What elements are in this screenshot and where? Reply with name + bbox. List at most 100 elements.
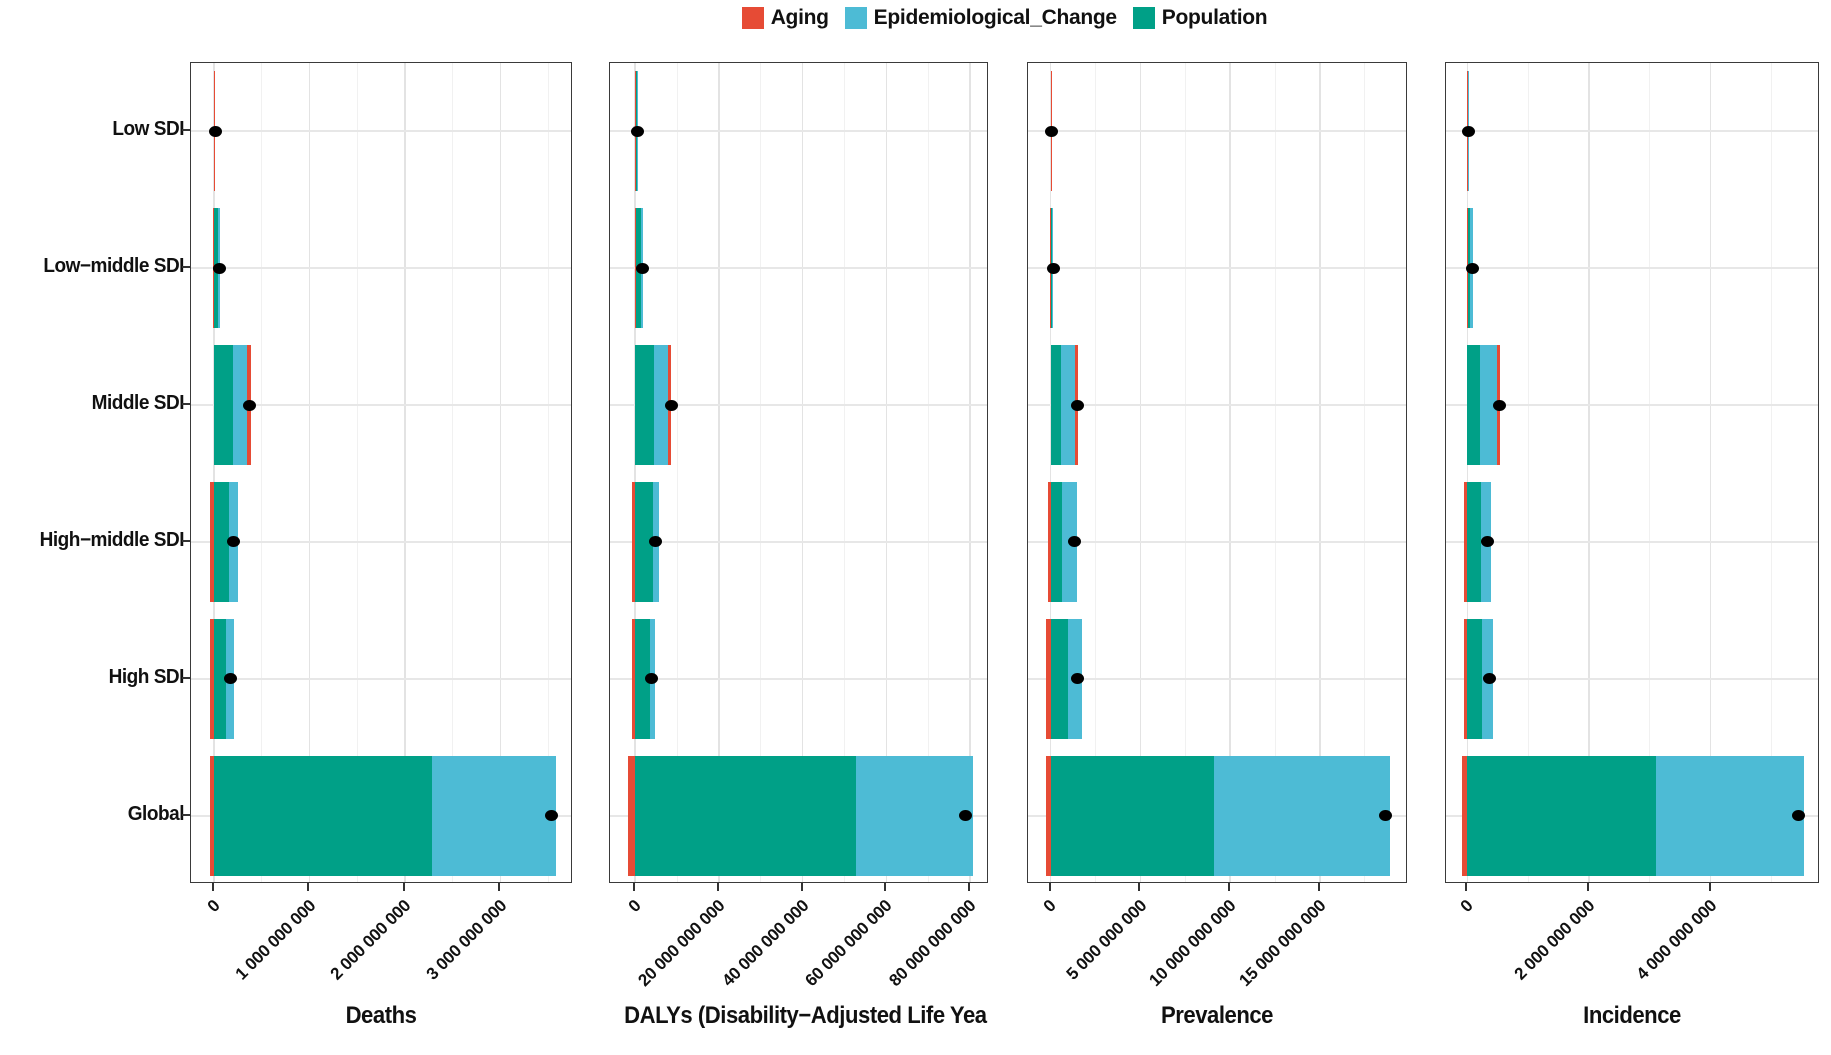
bar-segment-epidemiological_change [431, 755, 556, 876]
legend-label: Aging [770, 6, 829, 29]
y-axis-tick [182, 813, 190, 816]
x-axis-tick [1048, 883, 1051, 891]
net-total-dot [635, 262, 649, 274]
bar-segment-aging [1463, 618, 1468, 739]
row-gridline [1446, 267, 1818, 270]
x-axis-tick-label: 15 000 000 000 [1235, 896, 1330, 991]
legend-item: Population [1132, 6, 1268, 30]
net-total-dot [1493, 399, 1506, 411]
bar-segment-population [635, 755, 857, 876]
net-total-dot [959, 810, 973, 822]
y-axis-tick [182, 266, 190, 269]
x-axis-tick-label: 5 000 000 000 [1062, 896, 1150, 984]
bar-segment-aging [210, 481, 214, 602]
minor-gridline [927, 63, 929, 882]
major-gridline [718, 63, 720, 882]
panel-axis-title: DALYs (Disability−Adjusted Life Yea [624, 1002, 987, 1029]
y-axis-tick [182, 129, 190, 132]
panel-plot-area [1446, 63, 1818, 882]
facet-panel-incidence [1445, 62, 1819, 883]
minor-gridline [547, 63, 549, 882]
major-gridline [1229, 63, 1231, 882]
minor-gridline [844, 63, 846, 882]
bar-segment-population [1050, 481, 1063, 602]
bar-segment-population [1050, 345, 1061, 466]
x-axis-tick [402, 883, 405, 891]
panel-axis-title: Deaths [345, 1002, 417, 1029]
row-gridline [1028, 130, 1406, 133]
bar-segment-population [1467, 481, 1481, 602]
row-gridline [191, 130, 571, 133]
minor-gridline [1649, 63, 1651, 882]
bar-segment-aging [634, 208, 636, 329]
row-gridline [1028, 404, 1406, 407]
bar-segment-population [213, 481, 230, 602]
row-gridline [191, 677, 571, 680]
x-axis-tick [800, 883, 803, 891]
net-total-dot [1068, 536, 1082, 548]
legend-swatch-icon [741, 7, 764, 29]
x-axis-tick-label: 2 000 000 000 [326, 896, 415, 984]
panel-plot-area [610, 63, 987, 882]
row-gridline [610, 130, 987, 133]
net-total-dot [223, 673, 237, 685]
net-total-dot [1465, 262, 1479, 274]
minor-gridline [1184, 63, 1186, 882]
row-gridline [610, 677, 987, 680]
x-axis-tick-label: 40 000 000 000 [718, 896, 813, 991]
bar-segment-population [1467, 345, 1481, 466]
bar-segment-epidemiological_change [1655, 755, 1804, 876]
major-gridline [801, 63, 804, 882]
legend: Aging Epidemiological_Change Population [190, 3, 1819, 33]
y-axis-category-label: Global [127, 802, 185, 825]
minor-gridline [1770, 63, 1772, 882]
y-axis-tick [182, 676, 190, 679]
panel-axis-title: Incidence [1583, 1002, 1681, 1029]
bar-segment-aging [1462, 755, 1468, 876]
major-gridline [404, 63, 406, 882]
facet-panel-prevalence [1027, 62, 1407, 883]
minor-gridline [261, 63, 263, 882]
x-axis-tick [716, 883, 719, 891]
bar-segment-epidemiological_change [1480, 345, 1498, 466]
bar-segment-population [1050, 755, 1215, 876]
row-gridline [610, 267, 987, 270]
bar-segment-population [635, 618, 650, 739]
row-gridline [1028, 540, 1406, 543]
net-total-dot [1379, 810, 1393, 822]
major-gridline [1709, 63, 1712, 882]
x-axis-tick [633, 883, 636, 891]
net-total-dot [227, 536, 241, 548]
net-total-dot [1071, 399, 1085, 411]
x-axis-tick [1138, 883, 1141, 891]
x-axis-tick [1708, 883, 1711, 891]
row-gridline [610, 540, 987, 543]
y-axis-category-label: High SDI [108, 665, 185, 688]
bar-segment-epidemiological_change [653, 345, 669, 466]
x-axis-tick-label: 0 [624, 896, 645, 916]
net-total-dot [1044, 125, 1058, 137]
bar-segment-aging [1464, 481, 1468, 602]
x-axis-tick-label: 0 [1040, 896, 1061, 916]
net-total-dot [212, 262, 226, 274]
legend-label: Population [1161, 6, 1268, 29]
y-axis-category-label: Low−middle SDI [43, 255, 184, 278]
major-gridline [1319, 63, 1321, 882]
major-gridline [213, 63, 215, 882]
bar-segment-aging [210, 755, 214, 876]
bar-segment-aging [631, 481, 636, 602]
row-gridline [1446, 677, 1818, 680]
net-total-dot [649, 536, 663, 548]
bar-segment-epidemiological_change [856, 755, 974, 876]
x-axis-tick [884, 883, 887, 891]
legend-label: Epidemiological_Change [873, 6, 1117, 29]
row-gridline [191, 540, 571, 543]
x-axis-tick [211, 883, 214, 891]
major-gridline [885, 63, 888, 882]
x-axis-tick-label: 0 [203, 896, 224, 916]
x-axis-tick-label: 4 000 000 000 [1632, 896, 1720, 984]
x-axis-tick [1465, 883, 1468, 891]
minor-gridline [1527, 63, 1529, 882]
x-axis-tick-label: 80 000 000 000 [885, 896, 980, 991]
